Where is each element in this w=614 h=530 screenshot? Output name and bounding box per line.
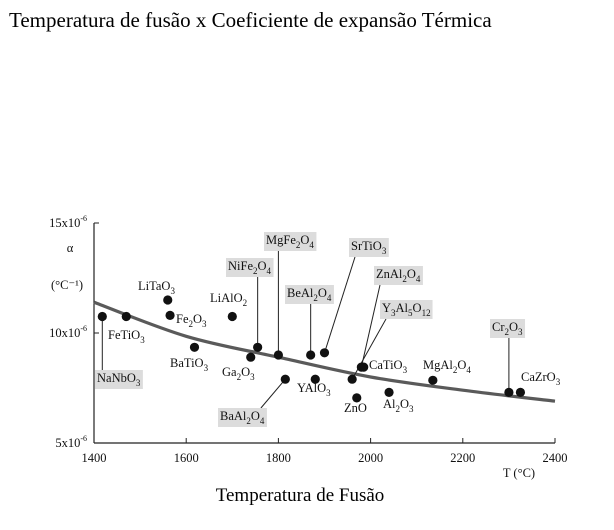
page-title: Temperatura de fusão x Coeficiente de ex…	[9, 8, 492, 32]
data-point-nanbo3	[97, 311, 107, 322]
data-label-y3al5o12: Y3Al5O12	[380, 300, 433, 319]
svg-text:BaTiO3: BaTiO3	[170, 356, 209, 373]
svg-text:Cr2O3: Cr2O3	[492, 320, 523, 337]
x-tick-label: 2400	[543, 451, 568, 465]
data-label-zno: ZnO	[344, 401, 367, 415]
trend-curve	[93, 300, 556, 403]
data-label-al2o3: Al2O3	[383, 397, 414, 414]
data-label-lialo2: LiAlO2	[210, 291, 247, 308]
data-point-al2o3	[384, 387, 394, 397]
trend-curve-layer	[93, 300, 556, 403]
svg-text:MgAl2O4: MgAl2O4	[423, 358, 471, 375]
svg-text:Y3Al5O12: Y3Al5O12	[382, 301, 431, 318]
svg-text:LiTaO3: LiTaO3	[138, 279, 175, 296]
svg-text:SrTiO3: SrTiO3	[351, 239, 387, 256]
y-axis-unit: (°C⁻¹)	[51, 278, 83, 292]
x-tick-label: 2200	[450, 451, 475, 465]
x-tick-label: 1800	[266, 451, 291, 465]
data-label-catio3: CaTiO3	[369, 358, 408, 375]
data-point-mgfe2o4	[273, 350, 283, 360]
data-label-litao3: LiTaO3	[138, 279, 175, 296]
x-tick-label: 1600	[174, 451, 199, 465]
data-label-mgfe2o4: MgFe2O4	[264, 232, 317, 251]
svg-text:CaZrO3: CaZrO3	[521, 370, 561, 387]
chart-axes: 1400 1600 1800 2000 2200 2400 5x10-6 10x10-6 15x…	[49, 214, 567, 480]
data-point-fe2o3	[165, 310, 175, 320]
svg-text:YAlO3: YAlO3	[297, 381, 331, 398]
data-point-catio3	[359, 362, 369, 372]
data-label-nife2o4: NiFe2O4	[226, 258, 274, 277]
svg-text:Fe2O3: Fe2O3	[176, 312, 207, 329]
data-point-y3al5o12	[347, 374, 357, 384]
data-point-beal2o4	[306, 350, 316, 360]
data-label-fetio3: FeTiO3	[108, 328, 145, 345]
svg-text:NaNbO3: NaNbO3	[97, 371, 141, 388]
data-label-nanbo3: NaNbO3	[95, 370, 143, 389]
data-label-beal2o4: BeAl2O4	[285, 285, 334, 304]
svg-text:BeAl2O4: BeAl2O4	[287, 286, 332, 303]
svg-text:CaTiO3: CaTiO3	[369, 358, 408, 375]
data-label-ga2o3: Ga2O3	[222, 365, 255, 382]
data-label-fe2o3: Fe2O3	[176, 312, 207, 329]
svg-text:BaAl2O4: BaAl2O4	[220, 409, 265, 426]
data-label-mgal2o4: MgAl2O4	[423, 358, 471, 375]
data-label-znal2o4: ZnAl2O4	[374, 266, 423, 285]
y-tick-label: 15x10-6	[49, 214, 87, 230]
data-point-ga2o3	[246, 352, 256, 362]
data-point-lialo2	[227, 311, 237, 322]
leader-line	[324, 256, 356, 353]
data-point-baal2o4	[280, 374, 290, 384]
data-label-yalo3: YAlO3	[297, 381, 331, 398]
data-point-zno	[352, 393, 362, 403]
data-point-litao3	[163, 295, 173, 305]
data-label-cr2o3: Cr2O3	[490, 319, 526, 338]
data-label-baal2o4: BaAl2O4	[218, 408, 267, 427]
y-tick-label: 5x10-6	[55, 434, 87, 450]
data-point-cr2o3	[504, 387, 514, 397]
data-label-srtio3: SrTiO3	[349, 238, 389, 257]
data-points	[97, 295, 526, 403]
data-point-batio3	[189, 342, 200, 352]
y-tick-label: 10x10-6	[49, 324, 87, 340]
svg-text:Al2O3: Al2O3	[383, 397, 414, 414]
svg-text:ZnAl2O4: ZnAl2O4	[376, 267, 421, 284]
svg-text:Ga2O3: Ga2O3	[222, 365, 255, 382]
data-point-fetio3	[121, 311, 131, 322]
y-axis-label: α	[67, 241, 74, 255]
x-tick-label: 1400	[82, 451, 107, 465]
svg-text:MgFe2O4: MgFe2O4	[266, 233, 314, 250]
svg-text:NiFe2O4: NiFe2O4	[228, 259, 272, 276]
svg-text:ZnO: ZnO	[344, 401, 367, 415]
leader-line	[260, 378, 286, 409]
data-label-batio3: BaTiO3	[170, 356, 209, 373]
data-point-yalo3	[310, 374, 320, 384]
data-label-cazro3: CaZrO3	[521, 370, 561, 387]
x-axis-label: T (°C)	[503, 466, 535, 480]
svg-text:LiAlO2: LiAlO2	[210, 291, 247, 308]
leader-line	[360, 284, 381, 368]
chart-caption: Temperatura de Fusão	[215, 485, 385, 506]
data-point-srtio3	[319, 348, 330, 358]
data-point-cazro3	[515, 387, 526, 397]
svg-text:FeTiO3: FeTiO3	[108, 328, 145, 345]
x-tick-label: 2000	[358, 451, 383, 465]
data-point-nife2o4	[253, 342, 263, 352]
data-point-mgal2o4	[428, 375, 438, 385]
